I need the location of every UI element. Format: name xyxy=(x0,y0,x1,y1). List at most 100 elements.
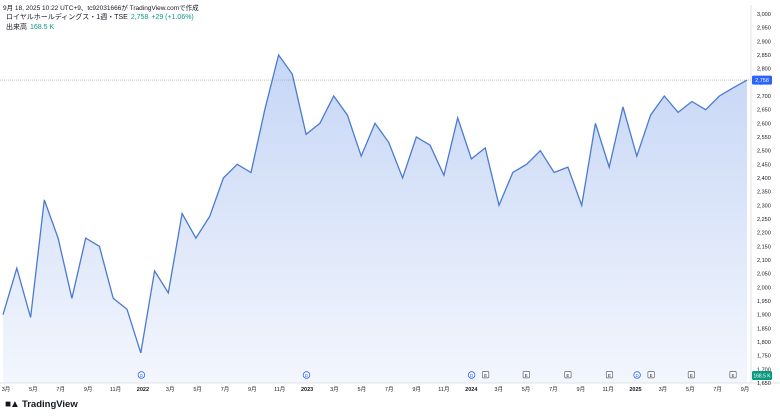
price-axis[interactable]: 3,0002,9502,9002,8502,8002,7502,7002,650… xyxy=(757,12,771,387)
earnings-marker-label: E xyxy=(690,373,693,378)
price-line xyxy=(2,53,748,354)
x-tick-label: 5月 xyxy=(29,386,38,393)
y-tick-label: 1,750 xyxy=(757,354,771,360)
axis-badges: 2,758 168.5 K xyxy=(752,75,772,380)
x-tick-label: 11月 xyxy=(274,386,285,393)
x-tick-label: 3月 xyxy=(2,386,11,393)
earnings-marker-label: E xyxy=(650,373,653,378)
x-tick-label: 9月 xyxy=(84,386,93,393)
y-tick-label: 1,950 xyxy=(757,299,771,305)
chart-legend: ロイヤルホールディングス・1週・TSE 2,758 +29 (+1.06%) 出来高… xyxy=(6,13,194,33)
x-tick-label: 3月 xyxy=(330,386,339,393)
y-tick-label: 2,450 xyxy=(757,162,771,168)
x-tick-label: 5月 xyxy=(358,386,367,393)
x-tick-label: 9月 xyxy=(248,386,257,393)
x-tick-label: 7月 xyxy=(549,386,558,393)
y-tick-label: 2,650 xyxy=(757,108,771,114)
y-tick-label: 2,000 xyxy=(757,285,771,291)
earnings-marker[interactable] xyxy=(729,371,737,379)
dividend-marker[interactable] xyxy=(302,371,311,379)
tradingview-logo[interactable]: ■▲ TradingView xyxy=(5,399,78,410)
event-markers: D D D DE E E E E E E xyxy=(137,371,737,379)
y-tick-label: 2,050 xyxy=(757,272,771,278)
earnings-marker[interactable] xyxy=(522,371,530,379)
earnings-marker-label: E xyxy=(525,373,528,378)
x-tick-label: 5月 xyxy=(522,386,531,393)
earnings-marker-label: E xyxy=(731,373,734,378)
y-tick-label: 2,950 xyxy=(757,26,771,32)
legend-change: +29 (+1.06%) xyxy=(151,14,194,21)
legend-price: 2,758 xyxy=(130,14,149,21)
y-tick-label: 2,250 xyxy=(757,217,771,223)
dividend-marker-label: D xyxy=(470,373,474,378)
y-tick-label: 1,900 xyxy=(757,313,771,319)
x-tick-label: 2023 xyxy=(301,387,313,393)
y-tick-label: 2,300 xyxy=(757,203,771,209)
x-tick-label: 5月 xyxy=(686,386,695,393)
legend-volume-row: 出来高 168.5 K xyxy=(6,23,194,33)
dividend-marker[interactable] xyxy=(633,371,641,379)
earnings-marker-label: E xyxy=(608,373,611,378)
y-tick-label: 2,500 xyxy=(757,149,771,155)
y-tick-label: 2,550 xyxy=(757,135,771,141)
dividend-marker-label: D xyxy=(305,373,309,378)
y-tick-label: 2,800 xyxy=(757,67,771,73)
x-tick-label: 9月 xyxy=(741,386,750,393)
legend-price-row: ロイヤルホールディングス・1週・TSE 2,758 +29 (+1.06%) xyxy=(6,13,194,23)
symbol-name[interactable]: ロイヤルホールディングス・1週・TSE xyxy=(6,14,128,21)
tradingview-logo-text: TradingView xyxy=(21,399,78,410)
earnings-marker-label: E xyxy=(484,373,487,378)
x-tick-label: 7月 xyxy=(56,386,65,393)
x-tick-label: 9月 xyxy=(577,386,586,393)
y-tick-label: 2,150 xyxy=(757,244,771,250)
y-tick-label: 2,200 xyxy=(757,231,771,237)
earnings-marker[interactable] xyxy=(687,371,695,379)
earnings-marker[interactable] xyxy=(564,371,572,379)
legend-volume-value: 168.5 K xyxy=(30,24,55,31)
y-tick-label: 3,000 xyxy=(757,12,771,18)
earnings-marker-label: E xyxy=(566,373,569,378)
last-price-badge-label: 2,758 xyxy=(755,78,769,84)
time-axis[interactable]: 3月 5月 7月 9月 11月 2022 3月 5月 7月 9月 11月 2023 3月 5月 7月 9月 11… xyxy=(2,386,750,393)
x-tick-label: 3月 xyxy=(494,386,503,393)
y-tick-label: 2,900 xyxy=(757,39,771,45)
x-tick-label: 2022 xyxy=(137,387,149,393)
dividend-marker-label: D xyxy=(635,373,639,378)
earnings-marker[interactable] xyxy=(647,371,655,379)
y-tick-label: 1,800 xyxy=(757,340,771,346)
x-tick-label: 7月 xyxy=(221,386,230,393)
y-tick-label: 1,700 xyxy=(757,367,771,373)
dividend-marker[interactable] xyxy=(467,371,476,379)
last-volume-badge-label: 168.5 K xyxy=(753,374,771,380)
x-tick-label: 11月 xyxy=(110,386,121,393)
last-volume-badge xyxy=(752,371,772,380)
dividend-marker[interactable] xyxy=(137,371,146,379)
y-tick-label: 2,850 xyxy=(757,53,771,59)
x-tick-label: 11月 xyxy=(602,386,613,393)
y-tick-label: 2,700 xyxy=(757,94,771,100)
dividend-marker-label: D xyxy=(140,373,144,378)
x-tick-label: 2024 xyxy=(465,387,478,393)
x-tick-label: 11月 xyxy=(438,386,449,393)
x-tick-label: 2025 xyxy=(629,387,641,393)
x-tick-label: 7月 xyxy=(385,386,394,393)
x-tick-label: 9月 xyxy=(412,386,421,393)
y-tick-label: 2,350 xyxy=(757,190,771,196)
y-tick-label: 2,600 xyxy=(757,121,771,127)
volume-label[interactable]: 出来高 xyxy=(6,24,27,31)
last-price-badge xyxy=(752,75,772,85)
y-tick-label: 2,100 xyxy=(757,258,771,264)
y-tick-label: 1,850 xyxy=(757,326,771,332)
x-tick-label: 5月 xyxy=(193,386,202,393)
y-tick-label: 1,650 xyxy=(757,381,771,387)
x-tick-label: 3月 xyxy=(166,386,175,393)
x-tick-label: 7月 xyxy=(713,386,722,393)
price-area xyxy=(3,55,747,383)
tradingview-logo-icon: ■▲ xyxy=(5,399,20,410)
y-tick-label: 2,400 xyxy=(757,176,771,182)
earnings-marker[interactable] xyxy=(482,371,490,379)
earnings-marker[interactable] xyxy=(605,371,614,379)
x-tick-label: 3月 xyxy=(659,386,668,393)
chart-caption: 9月 18, 2025 10:22 UTC+9、tc92031666が Trad… xyxy=(3,5,199,12)
